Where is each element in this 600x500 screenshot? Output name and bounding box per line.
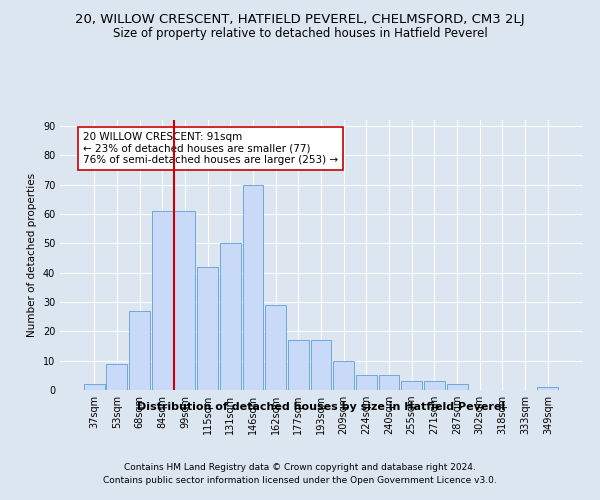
Y-axis label: Number of detached properties: Number of detached properties: [27, 173, 37, 337]
Bar: [106, 364, 127, 390]
Bar: [242, 184, 263, 390]
Bar: [152, 211, 173, 390]
Bar: [288, 340, 309, 390]
Bar: [538, 387, 558, 390]
Bar: [197, 266, 218, 390]
Text: Distribution of detached houses by size in Hatfield Peverel: Distribution of detached houses by size …: [137, 402, 505, 412]
Text: Contains public sector information licensed under the Open Government Licence v3: Contains public sector information licen…: [103, 476, 497, 485]
Bar: [424, 381, 445, 390]
Bar: [333, 360, 354, 390]
Bar: [356, 376, 377, 390]
Bar: [175, 211, 196, 390]
Bar: [265, 305, 286, 390]
Bar: [401, 381, 422, 390]
Bar: [129, 311, 150, 390]
Bar: [379, 376, 400, 390]
Text: Size of property relative to detached houses in Hatfield Peverel: Size of property relative to detached ho…: [113, 28, 487, 40]
Text: 20, WILLOW CRESCENT, HATFIELD PEVEREL, CHELMSFORD, CM3 2LJ: 20, WILLOW CRESCENT, HATFIELD PEVEREL, C…: [75, 12, 525, 26]
Bar: [446, 384, 467, 390]
Bar: [84, 384, 104, 390]
Text: 20 WILLOW CRESCENT: 91sqm
← 23% of detached houses are smaller (77)
76% of semi-: 20 WILLOW CRESCENT: 91sqm ← 23% of detac…: [83, 132, 338, 165]
Text: Contains HM Land Registry data © Crown copyright and database right 2024.: Contains HM Land Registry data © Crown c…: [124, 462, 476, 471]
Bar: [311, 340, 331, 390]
Bar: [220, 244, 241, 390]
